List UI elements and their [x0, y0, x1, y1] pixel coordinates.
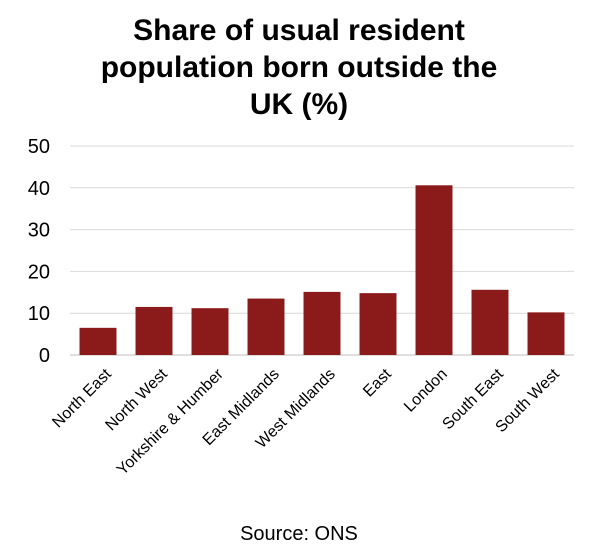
y-axis-ticks: 0 10 20 30 40 50 — [28, 136, 50, 367]
bar — [79, 327, 117, 355]
chart-title: Share of usual resident population born … — [0, 12, 598, 123]
source-note: Source: ONS — [240, 523, 358, 545]
bar — [191, 308, 229, 355]
chart-title-line: population born outside the — [100, 51, 498, 84]
y-tick-label: 10 — [28, 303, 50, 325]
chart-title-line: Share of usual resident — [133, 14, 465, 47]
bar — [527, 312, 565, 355]
bar — [359, 293, 397, 355]
x-tick-label: London — [401, 366, 451, 416]
y-tick-label: 50 — [28, 136, 50, 158]
bar — [471, 289, 509, 355]
y-tick-label: 30 — [28, 220, 50, 242]
bar — [247, 298, 285, 355]
chart-title-line: UK (%) — [249, 88, 349, 121]
y-tick-label: 40 — [28, 178, 50, 200]
x-tick-label: Yorkshire & Humber — [114, 365, 227, 478]
bar — [415, 185, 453, 355]
bar — [303, 291, 341, 355]
y-tick-label: 0 — [39, 345, 50, 367]
bars — [79, 185, 565, 355]
y-tick-label: 20 — [28, 261, 50, 283]
bar — [135, 306, 173, 355]
x-tick-label: East — [360, 365, 395, 400]
